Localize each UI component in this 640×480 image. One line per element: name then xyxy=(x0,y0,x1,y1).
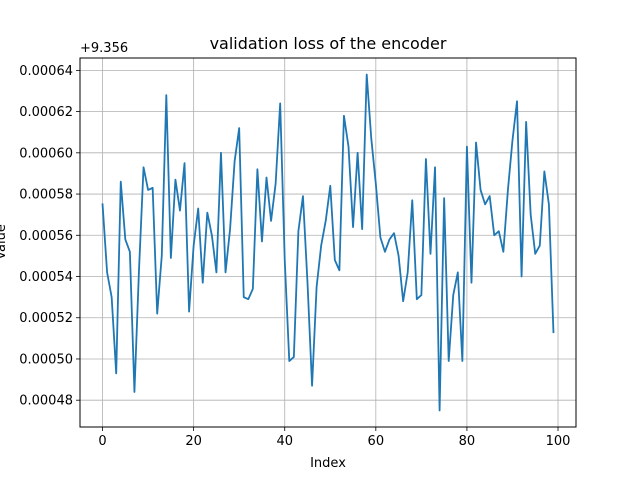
y-axis-label: Value xyxy=(0,224,9,260)
y-tick-label: 0.00060 xyxy=(19,146,73,161)
y-tick-label: 0.00062 xyxy=(19,105,73,120)
y-tick-label: 0.00064 xyxy=(19,64,73,79)
y-tick-label: 0.00052 xyxy=(19,311,73,326)
series-layer xyxy=(101,73,555,412)
ticks: 0 20 40 60 80 100 0.00048 0.00050 0.00052 0.00054… xyxy=(19,64,570,449)
plot-frame xyxy=(79,57,577,428)
y-offset-label: +9.356 xyxy=(80,41,128,56)
y-tick-label: 0.00050 xyxy=(19,352,73,367)
x-tick-label: 40 xyxy=(276,434,293,449)
series-line xyxy=(101,73,555,412)
x-tick-label: 20 xyxy=(185,434,202,449)
chart-title: validation loss of the encoder xyxy=(210,34,447,53)
x-tick-label: 80 xyxy=(459,434,476,449)
x-tick-label: 100 xyxy=(546,434,571,449)
x-tick-label: 0 xyxy=(98,434,106,449)
x-tick-label: 60 xyxy=(368,434,385,449)
y-tick-label: 0.00058 xyxy=(19,188,73,203)
y-tick-label: 0.00048 xyxy=(19,394,73,409)
y-tick-label: 0.00054 xyxy=(19,270,73,285)
x-axis-label: Index xyxy=(310,456,346,471)
y-tick-label: 0.00056 xyxy=(19,229,73,244)
